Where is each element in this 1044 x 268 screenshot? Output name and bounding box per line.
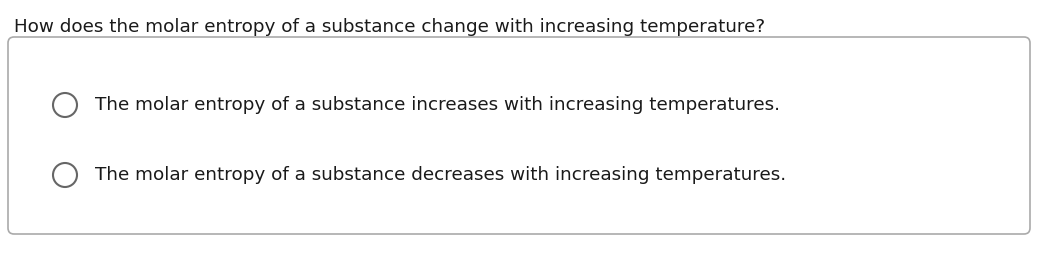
- Text: The molar entropy of a substance decreases with increasing temperatures.: The molar entropy of a substance decreas…: [95, 166, 786, 184]
- Text: How does the molar entropy of a substance change with increasing temperature?: How does the molar entropy of a substanc…: [14, 18, 765, 36]
- Text: The molar entropy of a substance increases with increasing temperatures.: The molar entropy of a substance increas…: [95, 96, 780, 114]
- Ellipse shape: [53, 163, 77, 187]
- Ellipse shape: [53, 93, 77, 117]
- FancyBboxPatch shape: [8, 37, 1030, 234]
